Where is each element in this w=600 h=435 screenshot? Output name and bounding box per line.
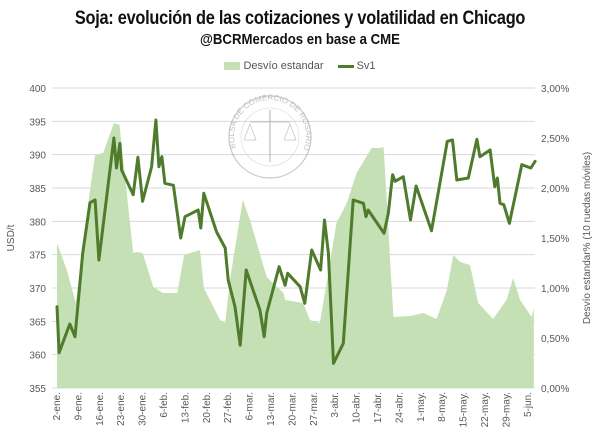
chart-subtitle: @BCRMercados en base a CME bbox=[200, 31, 400, 48]
x-tick-label: 8-may. bbox=[437, 392, 448, 422]
x-tick-label: 10-abr. bbox=[352, 392, 363, 423]
series-area-desvio-estandar bbox=[57, 123, 534, 388]
y2-tick-label: 0,00% bbox=[541, 384, 569, 395]
y-tick-label: 380 bbox=[29, 217, 46, 228]
x-tick-label: 29-may. bbox=[501, 392, 512, 427]
legend-label: Desvío estandar bbox=[243, 60, 324, 72]
y2-tick-label: 1,00% bbox=[541, 284, 569, 295]
y2-tick-label: 1,50% bbox=[541, 234, 569, 245]
x-tick-label: 5-jun. bbox=[523, 392, 534, 417]
x-tick-label: 13-mar. bbox=[266, 392, 277, 426]
legend-label: Sv1 bbox=[356, 60, 376, 72]
y-tick-label: 360 bbox=[29, 351, 46, 362]
x-tick-label: 22-may. bbox=[480, 392, 491, 427]
x-tick-label: 20-mar. bbox=[287, 392, 298, 426]
y2-tick-label: 3,00% bbox=[541, 84, 569, 95]
x-tick-label: 20-feb. bbox=[202, 392, 213, 423]
legend-swatch-line bbox=[337, 64, 354, 68]
x-tick-label: 3-abr. bbox=[330, 392, 341, 418]
y-tick-label: 365 bbox=[29, 317, 46, 328]
y-axis-title: USD/t bbox=[6, 224, 17, 251]
x-tick-label: 27-mar. bbox=[309, 392, 320, 426]
legend-item-desvio: Desvío estandar bbox=[224, 60, 324, 72]
x-tick-label: 17-abr. bbox=[373, 392, 384, 423]
y-tick-label: 355 bbox=[29, 384, 46, 395]
x-tick-label: 13-feb. bbox=[180, 392, 191, 423]
x-tick-label: 27-feb. bbox=[223, 392, 234, 423]
y-tick-label: 390 bbox=[29, 151, 46, 162]
y-tick-label: 370 bbox=[29, 284, 46, 295]
y2-tick-label: 2,00% bbox=[541, 184, 569, 195]
legend-item-sv1: Sv1 bbox=[337, 60, 376, 72]
watermark-seal: BOLSA DE COMERCIO DE ROSARIO bbox=[227, 93, 313, 179]
x-tick-label: 23-ene. bbox=[116, 392, 127, 426]
y-tick-label: 375 bbox=[29, 251, 46, 262]
x-tick-label: 2-ene. bbox=[52, 392, 63, 420]
chart-title: Soja: evolución de las cotizaciones y vo… bbox=[74, 8, 526, 29]
x-tick-label: 6-mar. bbox=[245, 392, 256, 420]
x-tick-label: 6-feb. bbox=[159, 392, 170, 418]
legend-swatch-area bbox=[224, 62, 241, 70]
x-tick-label: 16-ene. bbox=[95, 392, 106, 426]
x-tick-label: 24-abr. bbox=[394, 392, 405, 423]
y2-tick-label: 2,50% bbox=[541, 134, 569, 145]
y-tick-label: 400 bbox=[29, 84, 46, 95]
x-tick-label: 1-may. bbox=[416, 392, 427, 422]
y-tick-label: 395 bbox=[29, 117, 46, 128]
y-tick-label: 385 bbox=[29, 184, 46, 195]
y2-tick-label: 0,50% bbox=[541, 334, 569, 345]
x-tick-label: 15-may. bbox=[459, 392, 470, 427]
series-line-sv1 bbox=[55, 118, 537, 365]
x-tick-label: 9-ene. bbox=[73, 392, 84, 420]
y2-axis-title: Desvío estandar% (10 ruedas móviles) bbox=[582, 152, 593, 324]
x-tick-label: 30-ene. bbox=[138, 392, 149, 426]
legend: Desvío estandar Sv1 bbox=[0, 60, 600, 72]
